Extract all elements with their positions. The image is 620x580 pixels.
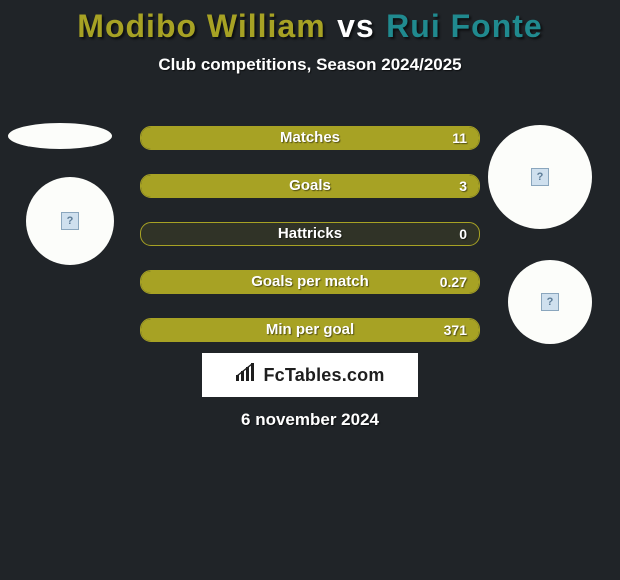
avatar <box>8 123 112 149</box>
bar-value: 11 <box>452 127 467 149</box>
page-title: Modibo William vs Rui Fonte <box>0 8 620 45</box>
page-subtitle: Club competitions, Season 2024/2025 <box>0 55 620 75</box>
image-placeholder-icon <box>61 212 79 230</box>
bar-row: Goals 3 <box>140 174 480 198</box>
image-placeholder-icon <box>531 168 549 186</box>
footer-date: 6 november 2024 <box>0 410 620 430</box>
bar-label: Goals <box>141 175 479 197</box>
bar-chart-icon <box>235 363 257 388</box>
stats-bars: Matches 11 Goals 3 Hattricks 0 Goals per… <box>140 126 480 366</box>
bar-value: 371 <box>444 319 467 341</box>
bar-row: Hattricks 0 <box>140 222 480 246</box>
branding-text: FcTables.com <box>263 365 384 386</box>
bar-label: Hattricks <box>141 223 479 245</box>
bar-row: Min per goal 371 <box>140 318 480 342</box>
avatar <box>26 177 114 265</box>
bar-label: Goals per match <box>141 271 479 293</box>
bar-row: Matches 11 <box>140 126 480 150</box>
bar-row: Goals per match 0.27 <box>140 270 480 294</box>
bar-value: 0 <box>459 223 467 245</box>
avatar <box>508 260 592 344</box>
title-vs: vs <box>337 8 375 44</box>
title-player1: Modibo William <box>77 8 325 44</box>
image-placeholder-icon <box>541 293 559 311</box>
bar-value: 0.27 <box>440 271 467 293</box>
bar-label: Matches <box>141 127 479 149</box>
branding-box: FcTables.com <box>202 353 418 397</box>
title-player2: Rui Fonte <box>386 8 543 44</box>
bar-value: 3 <box>459 175 467 197</box>
avatar <box>488 125 592 229</box>
bar-label: Min per goal <box>141 319 479 341</box>
